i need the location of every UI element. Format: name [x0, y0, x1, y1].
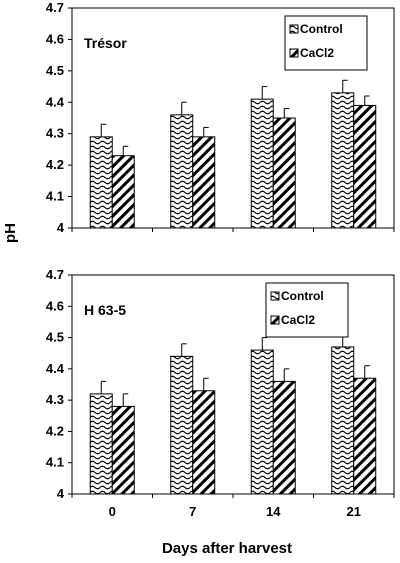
bar-cacl2-day-7 — [192, 390, 216, 495]
y-tick-label: 4.3 — [46, 126, 64, 141]
bar-cacl2-day-0 — [111, 155, 135, 229]
y-axis-label: pH — [2, 223, 19, 243]
bar-control-day-21 — [331, 92, 355, 229]
legend: Control CaCl2 — [284, 15, 368, 71]
y-tick-label: 4.3 — [46, 392, 64, 407]
legend: Control CaCl2 — [265, 282, 349, 338]
legend-box — [284, 15, 368, 71]
x-axis-label: Days after harvest — [162, 540, 292, 557]
panel-title: H 63-5 — [84, 302, 126, 318]
bar-control-day-14 — [250, 349, 274, 495]
legend-swatch-control — [289, 24, 299, 34]
x-tick-label: 14 — [266, 504, 281, 519]
bar-control-day-14 — [250, 98, 274, 229]
legend-label-cacl2: CaCl2 — [281, 313, 315, 327]
legend-label-control: Control — [300, 22, 343, 36]
panel-title: Trésor — [84, 35, 127, 51]
y-tick-label: 4.6 — [46, 31, 64, 46]
y-tick-label: 4.4 — [46, 361, 65, 376]
y-tick-label: 4.4 — [46, 94, 65, 109]
y-tick-label: 4.2 — [46, 423, 64, 438]
legend-box — [265, 282, 349, 338]
bar-cacl2-day-21 — [353, 104, 377, 229]
x-tick-label: 21 — [347, 504, 361, 519]
bar-cacl2-day-14 — [272, 380, 296, 495]
y-tick-label: 4.5 — [46, 63, 64, 78]
y-tick-label: 4.7 — [46, 0, 64, 15]
bar-control-day-7 — [170, 355, 194, 495]
bar-cacl2-day-21 — [353, 377, 377, 495]
y-tick-label: 4.1 — [46, 189, 64, 204]
chart-panel-1: 4 4.1 4.2 4.3 4.4 4.5 4.6 4.7 Trésor Control CaCl2 — [46, 0, 395, 235]
bar-control-day-0 — [89, 393, 113, 495]
legend-swatch-control — [270, 291, 280, 301]
bar-control-day-0 — [89, 136, 113, 229]
legend-label-cacl2: CaCl2 — [300, 46, 334, 60]
y-tick-label: 4.6 — [46, 298, 64, 313]
x-tick-label: 0 — [109, 504, 116, 519]
y-tick-label: 4 — [57, 220, 65, 235]
y-tick-label: 4.1 — [46, 455, 64, 470]
bar-control-day-21 — [331, 346, 355, 495]
y-tick-label: 4.2 — [46, 157, 64, 172]
chart-panel-2: 4 4.1 4.2 4.3 4.4 4.5 4.6 4.7 0 7 14 21 H 63-5 Contro… — [46, 267, 395, 519]
bar-cacl2-day-7 — [192, 136, 216, 229]
legend-swatch-cacl2 — [270, 315, 280, 325]
y-tick-label: 4.7 — [46, 267, 64, 282]
legend-swatch-cacl2 — [289, 48, 299, 58]
bar-control-day-7 — [170, 114, 194, 229]
bar-cacl2-day-14 — [272, 117, 296, 229]
x-tick-label: 7 — [189, 504, 196, 519]
y-tick-label: 4.5 — [46, 330, 64, 345]
y-tick-label: 4 — [57, 486, 65, 501]
legend-label-control: Control — [281, 289, 324, 303]
bar-cacl2-day-0 — [111, 405, 135, 495]
